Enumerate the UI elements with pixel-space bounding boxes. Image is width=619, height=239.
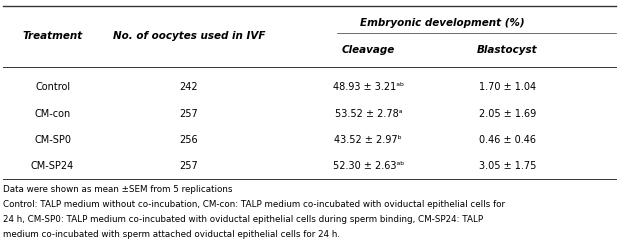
Text: CM-con: CM-con: [35, 109, 71, 119]
Text: Cleavage: Cleavage: [342, 45, 395, 55]
Text: 53.52 ± 2.78ᵃ: 53.52 ± 2.78ᵃ: [334, 109, 402, 119]
Text: CM-SP0: CM-SP0: [34, 135, 71, 145]
Text: 0.46 ± 0.46: 0.46 ± 0.46: [479, 135, 536, 145]
Text: 52.30 ± 2.63ᵃᵇ: 52.30 ± 2.63ᵃᵇ: [332, 161, 404, 171]
Text: 242: 242: [180, 82, 198, 92]
Text: Blastocyst: Blastocyst: [477, 45, 538, 55]
Text: No. of oocytes used in IVF: No. of oocytes used in IVF: [113, 32, 265, 41]
Text: 3.05 ± 1.75: 3.05 ± 1.75: [479, 161, 536, 171]
Text: 257: 257: [180, 109, 198, 119]
Text: 257: 257: [180, 161, 198, 171]
Text: 256: 256: [180, 135, 198, 145]
Text: 48.93 ± 3.21ᵃᵇ: 48.93 ± 3.21ᵃᵇ: [333, 82, 404, 92]
Text: 24 h, CM-SP0: TALP medium co-incubated with oviductal epithelial cells during sp: 24 h, CM-SP0: TALP medium co-incubated w…: [3, 215, 483, 224]
Text: CM-SP24: CM-SP24: [31, 161, 74, 171]
Text: Data were shown as mean ±SEM from 5 replications: Data were shown as mean ±SEM from 5 repl…: [3, 185, 233, 194]
Text: 43.52 ± 2.97ᵇ: 43.52 ± 2.97ᵇ: [334, 135, 402, 145]
Text: Control: Control: [35, 82, 70, 92]
Text: 2.05 ± 1.69: 2.05 ± 1.69: [479, 109, 536, 119]
Text: medium co-incubated with sperm attached oviductal epithelial cells for 24 h.: medium co-incubated with sperm attached …: [3, 230, 340, 239]
Text: Control: TALP medium without co-incubation, CM-con: TALP medium co-incubated wit: Control: TALP medium without co-incubati…: [3, 200, 505, 209]
Text: 1.70 ± 1.04: 1.70 ± 1.04: [479, 82, 536, 92]
Text: Embryonic development (%): Embryonic development (%): [360, 18, 525, 28]
Text: Treatment: Treatment: [22, 32, 83, 41]
